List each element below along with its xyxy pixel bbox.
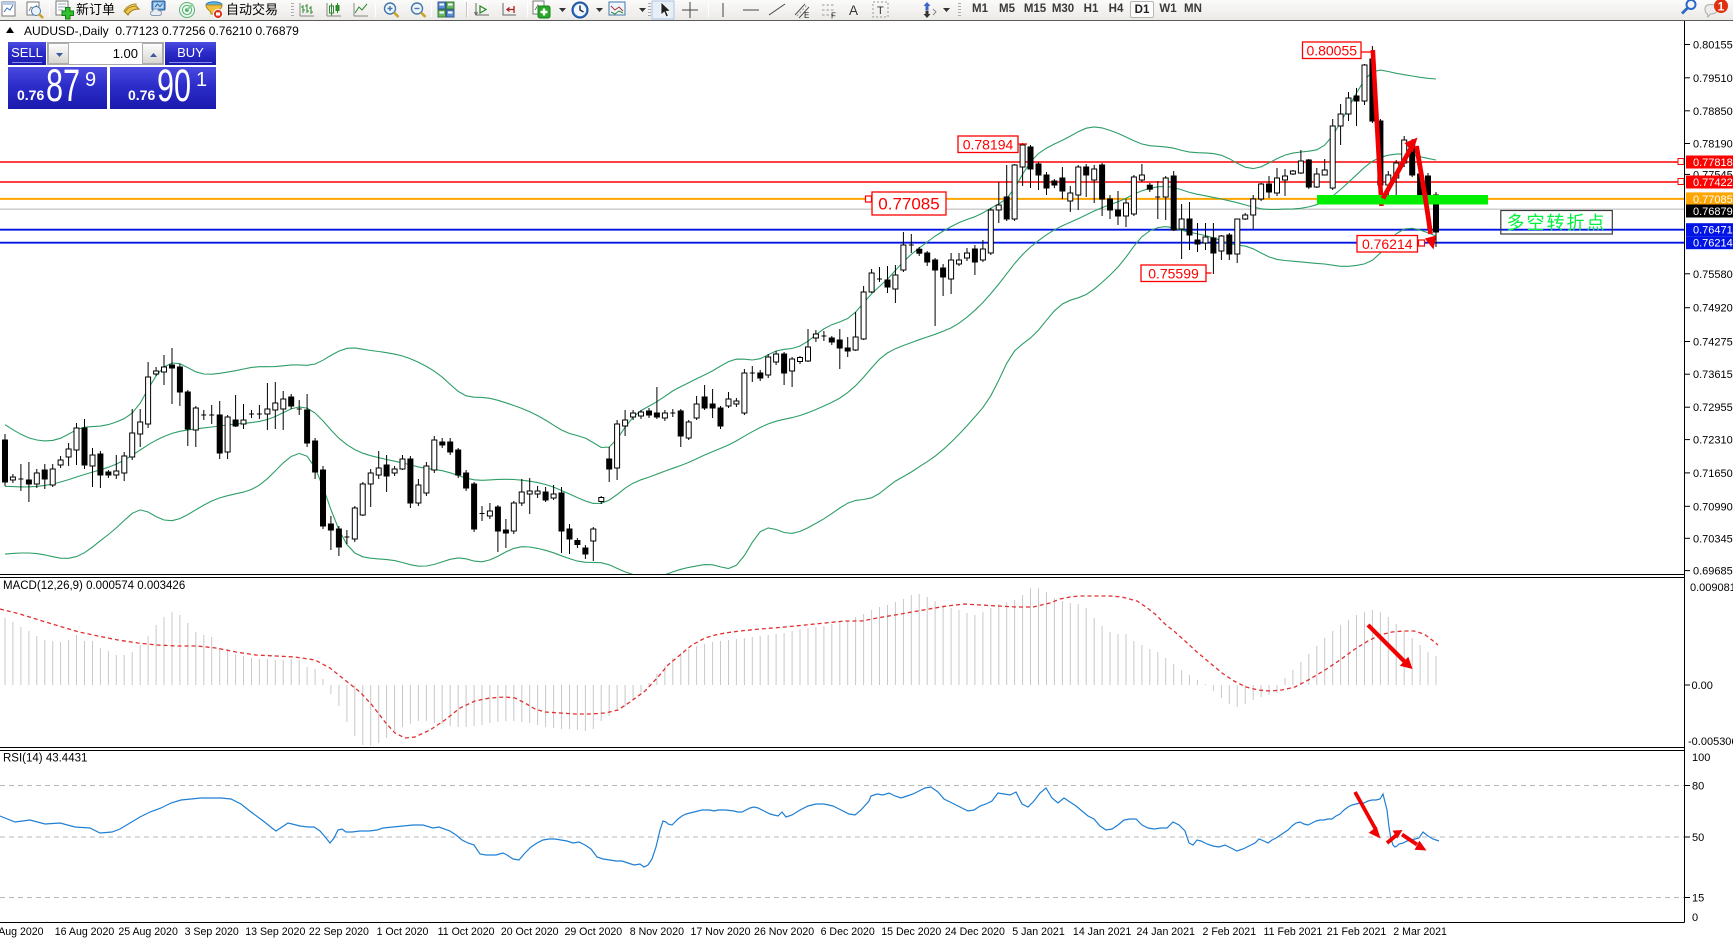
svg-text:22 Sep 2020: 22 Sep 2020	[309, 926, 369, 938]
svg-text:16 Aug 2020: 16 Aug 2020	[55, 926, 115, 938]
svg-text:25 Aug 2020: 25 Aug 2020	[118, 926, 178, 938]
svg-text:3 Sep 2020: 3 Sep 2020	[185, 926, 239, 938]
svg-text:RSI(14) 43.4431: RSI(14) 43.4431	[3, 753, 87, 765]
svg-text:6 Dec 2020: 6 Dec 2020	[821, 926, 875, 938]
svg-text:8 Nov 2020: 8 Nov 2020	[630, 926, 684, 938]
svg-text:0.78850: 0.78850	[1693, 106, 1733, 118]
svg-text:0.009081: 0.009081	[1690, 582, 1733, 594]
svg-text:0.76471: 0.76471	[1693, 225, 1733, 237]
svg-text:26 Nov 2020: 26 Nov 2020	[754, 926, 814, 938]
svg-text:0.77085: 0.77085	[878, 195, 939, 214]
svg-text:0.00: 0.00	[1692, 680, 1713, 692]
svg-text:0.78190: 0.78190	[1693, 139, 1733, 151]
svg-text:2 Mar 2021: 2 Mar 2021	[1393, 926, 1447, 938]
svg-text:0.73615: 0.73615	[1693, 369, 1733, 381]
svg-text:Aug 2020: Aug 2020	[0, 926, 44, 938]
svg-text:0.72310: 0.72310	[1693, 435, 1733, 447]
svg-text:0.70990: 0.70990	[1693, 501, 1733, 513]
svg-text:0.72955: 0.72955	[1693, 402, 1733, 414]
svg-text:5 Jan 2021: 5 Jan 2021	[1012, 926, 1065, 938]
svg-text:-0.005306: -0.005306	[1688, 736, 1733, 748]
svg-text:0.70345: 0.70345	[1693, 533, 1733, 545]
svg-text:24 Jan 2021: 24 Jan 2021	[1137, 926, 1195, 938]
svg-text:0.80155: 0.80155	[1693, 40, 1733, 52]
svg-text:50: 50	[1692, 832, 1704, 844]
svg-text:21 Feb 2021: 21 Feb 2021	[1327, 926, 1387, 938]
svg-text:0.74920: 0.74920	[1693, 303, 1733, 315]
svg-text:29 Oct 2020: 29 Oct 2020	[564, 926, 622, 938]
svg-text:0: 0	[1692, 912, 1698, 924]
svg-text:0.76214: 0.76214	[1693, 238, 1733, 250]
svg-text:15 Dec 2020: 15 Dec 2020	[881, 926, 941, 938]
svg-text:0.77818: 0.77818	[1693, 157, 1733, 169]
svg-text:多空转折点: 多空转折点	[1507, 213, 1607, 233]
svg-text:0.75580: 0.75580	[1693, 269, 1733, 281]
svg-text:0.79510: 0.79510	[1693, 73, 1733, 85]
svg-text:T: T	[877, 5, 884, 17]
svg-text:0.69685: 0.69685	[1693, 566, 1733, 578]
svg-text:11 Feb 2021: 11 Feb 2021	[1264, 926, 1323, 938]
svg-text:0.76879: 0.76879	[1693, 206, 1733, 218]
svg-text:0.74275: 0.74275	[1693, 337, 1733, 349]
svg-text:0.77085: 0.77085	[1693, 194, 1733, 206]
svg-text:15: 15	[1692, 893, 1704, 905]
svg-text:17 Nov 2020: 17 Nov 2020	[690, 926, 750, 938]
svg-text:0.76214: 0.76214	[1362, 236, 1413, 252]
svg-text:E: E	[804, 11, 809, 20]
svg-text:0.78194: 0.78194	[963, 136, 1014, 152]
svg-text:13 Sep 2020: 13 Sep 2020	[245, 926, 305, 938]
svg-text:F: F	[831, 12, 836, 21]
svg-text:0.75599: 0.75599	[1148, 265, 1199, 281]
svg-text:0.71650: 0.71650	[1693, 468, 1733, 480]
svg-text:1 Oct 2020: 1 Oct 2020	[377, 926, 429, 938]
svg-text:14 Jan 2021: 14 Jan 2021	[1073, 926, 1131, 938]
svg-text:11 Oct 2020: 11 Oct 2020	[438, 926, 495, 938]
svg-text:0.80055: 0.80055	[1306, 42, 1357, 58]
svg-text:1: 1	[1718, 2, 1725, 14]
svg-text:20 Oct 2020: 20 Oct 2020	[501, 926, 559, 938]
svg-text:80: 80	[1692, 781, 1704, 793]
svg-text:24 Dec 2020: 24 Dec 2020	[945, 926, 1005, 938]
svg-text:MACD(12,26,9) 0.000574 0.00342: MACD(12,26,9) 0.000574 0.003426	[3, 580, 185, 592]
svg-text:A: A	[849, 3, 858, 18]
svg-text:2 Feb 2021: 2 Feb 2021	[1202, 926, 1256, 938]
svg-text:0.77422: 0.77422	[1693, 177, 1733, 189]
svg-text:100: 100	[1692, 752, 1710, 764]
